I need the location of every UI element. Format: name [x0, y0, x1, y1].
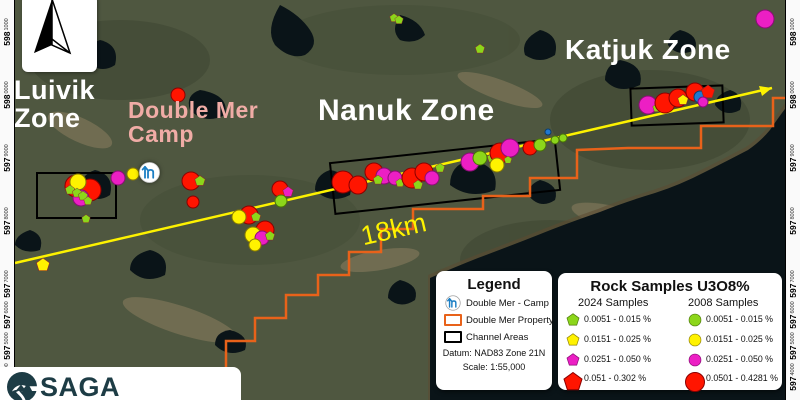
svg-text:SAGA: SAGA [40, 372, 120, 400]
